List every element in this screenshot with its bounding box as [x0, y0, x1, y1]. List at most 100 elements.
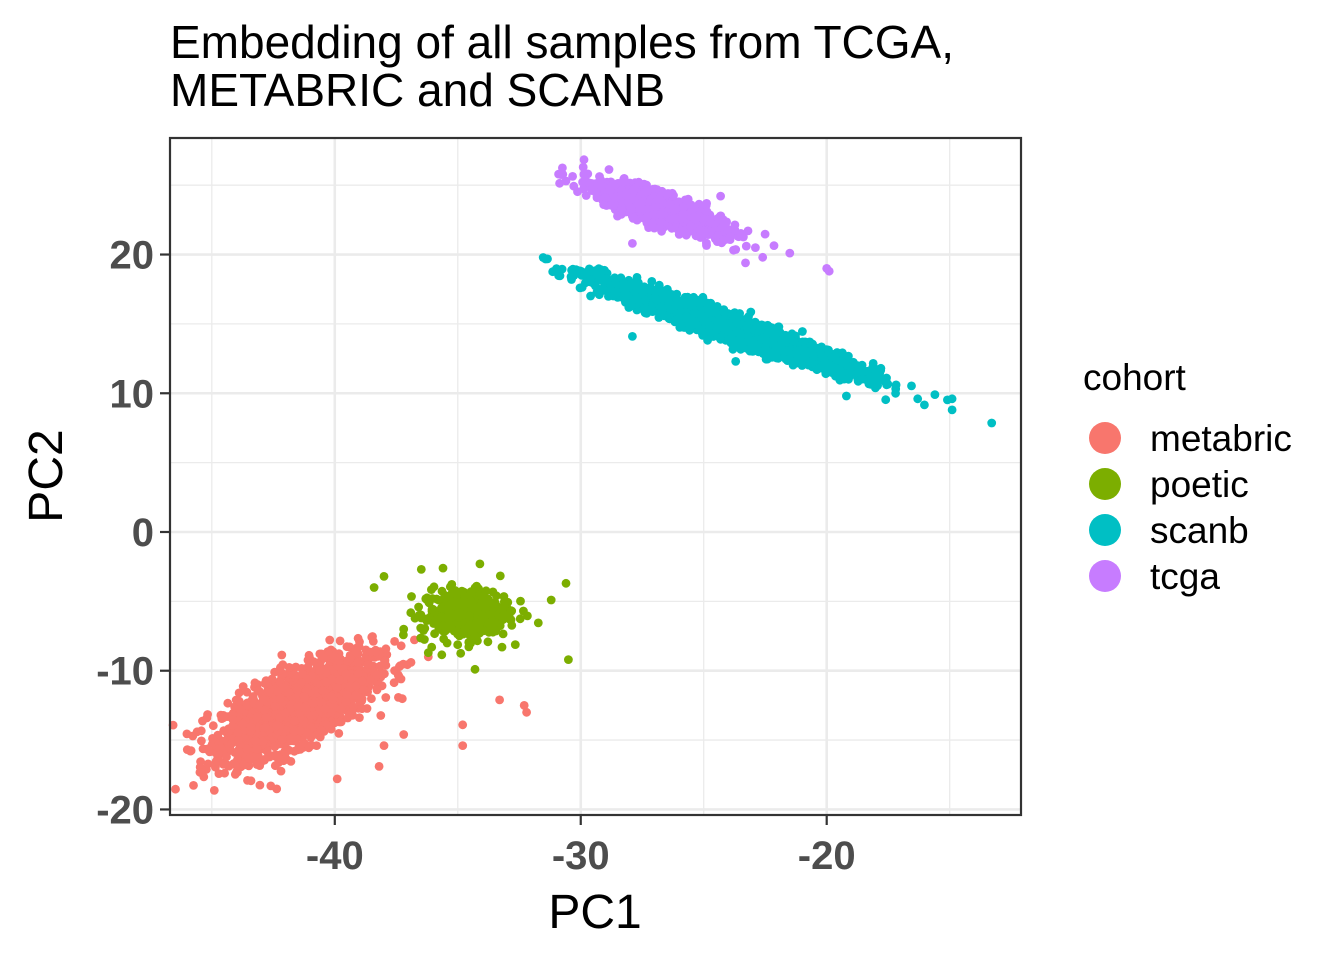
point-metabric: [335, 717, 345, 727]
point-metabric: [248, 692, 258, 701]
point-poetic: [369, 583, 379, 592]
point-metabric: [336, 704, 346, 714]
point-scanb: [812, 365, 822, 375]
point-metabric: [209, 786, 219, 795]
point-scanb: [835, 375, 845, 385]
point-poetic: [430, 629, 439, 639]
point-poetic: [379, 572, 389, 581]
point-metabric: [261, 722, 270, 732]
point-scanb: [771, 351, 781, 361]
point-metabric: [380, 656, 390, 665]
point-metabric: [348, 702, 358, 711]
chart-title-line: METABRIC and SCANB: [170, 64, 665, 116]
point-metabric: [233, 767, 242, 777]
point-metabric: [335, 636, 345, 646]
point-metabric: [406, 658, 416, 667]
point-scanb: [837, 357, 846, 367]
point-metabric: [344, 710, 354, 720]
point-metabric: [227, 739, 236, 749]
point-metabric: [366, 675, 375, 685]
point-metabric: [202, 713, 212, 723]
point-poetic: [407, 592, 416, 601]
point-poetic: [474, 623, 483, 633]
point-metabric: [246, 776, 256, 786]
point-metabric: [252, 712, 262, 722]
point-poetic: [489, 624, 498, 633]
point-scanb: [824, 345, 833, 355]
point-metabric: [320, 704, 330, 714]
point-scanb: [947, 394, 957, 404]
point-scanb: [705, 321, 715, 330]
point-poetic: [458, 598, 468, 607]
point-metabric: [341, 669, 351, 679]
point-scanb: [586, 275, 595, 284]
point-scanb: [987, 418, 997, 428]
point-scanb: [676, 300, 685, 310]
point-metabric: [204, 745, 214, 755]
point-scanb: [713, 319, 723, 329]
point-scanb: [821, 369, 831, 379]
point-poetic: [470, 664, 480, 674]
point-poetic: [414, 602, 423, 612]
point-scanb: [798, 327, 807, 336]
point-poetic: [399, 624, 409, 634]
point-metabric: [326, 691, 336, 701]
point-metabric: [192, 727, 202, 737]
point-metabric: [341, 697, 351, 706]
data-points: [168, 155, 997, 795]
point-metabric: [322, 668, 331, 678]
point-metabric: [299, 692, 309, 701]
point-poetic: [475, 559, 485, 569]
point-metabric: [302, 728, 312, 737]
point-poetic: [499, 611, 509, 620]
point-poetic: [523, 611, 532, 621]
point-metabric: [353, 633, 363, 643]
point-scanb: [830, 352, 840, 362]
point-metabric: [367, 694, 376, 704]
point-metabric: [381, 644, 391, 654]
point-scanb: [706, 298, 716, 308]
point-metabric: [260, 705, 269, 715]
point-poetic: [561, 578, 571, 588]
point-poetic: [445, 582, 455, 592]
point-scanb: [675, 323, 685, 332]
point-metabric: [256, 758, 266, 767]
point-scanb: [715, 333, 725, 343]
point-scanb: [666, 304, 675, 314]
point-scanb: [703, 335, 712, 345]
point-scanb: [738, 338, 748, 348]
point-scanb: [620, 288, 630, 298]
point-metabric: [297, 669, 307, 679]
point-metabric: [376, 711, 386, 720]
point-poetic: [477, 614, 487, 623]
point-metabric: [381, 693, 391, 702]
point-scanb: [688, 301, 697, 311]
point-metabric: [272, 720, 282, 730]
point-metabric: [319, 653, 329, 663]
point-metabric: [366, 647, 376, 657]
point-metabric: [275, 713, 284, 722]
point-scanb: [696, 310, 706, 320]
point-scanb: [858, 374, 867, 384]
point-scanb: [776, 343, 786, 353]
point-scanb: [835, 365, 845, 375]
point-scanb: [796, 345, 806, 355]
point-metabric: [397, 694, 407, 704]
point-scanb: [640, 285, 649, 295]
point-poetic: [488, 599, 497, 608]
point-metabric: [273, 687, 283, 696]
point-metabric: [223, 698, 233, 708]
point-poetic: [453, 640, 463, 650]
point-metabric: [238, 719, 248, 729]
point-metabric: [374, 762, 384, 771]
point-poetic: [451, 589, 461, 599]
point-metabric: [233, 728, 243, 737]
point-metabric: [379, 741, 389, 750]
point-metabric: [277, 650, 287, 660]
point-metabric: [334, 656, 343, 665]
point-metabric: [182, 745, 192, 754]
point-metabric: [357, 676, 367, 686]
point-scanb: [608, 291, 618, 301]
point-metabric: [342, 690, 352, 699]
